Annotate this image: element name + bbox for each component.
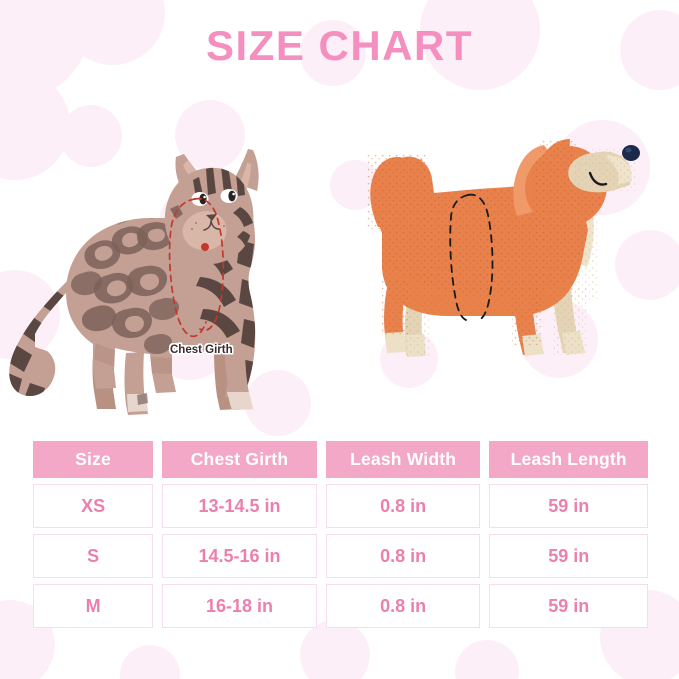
background-dot <box>620 10 679 90</box>
cell-leash-length: 59 in <box>489 584 648 628</box>
table-header-row: Size Chest Girth Leash Width Leash Lengt… <box>33 441 649 478</box>
column-header-leash-length: Leash Length <box>489 441 649 478</box>
cell-leash-width: 0.8 in <box>325 534 481 578</box>
background-dot <box>615 230 679 300</box>
cat-head <box>164 149 259 265</box>
cell-leash-length: 59 in <box>489 534 648 578</box>
cell-size: XS <box>33 484 154 528</box>
cell-chest-girth: 13-14.5 in <box>162 484 317 528</box>
column-header-leash-width: Leash Width <box>325 441 481 478</box>
table-row: XS 13-14.5 in 0.8 in 59 in <box>33 484 648 528</box>
cat-eye-right <box>220 189 238 203</box>
cat-chest-girth-label: Chest Girth <box>170 344 233 356</box>
background-dot <box>245 370 311 436</box>
dog-nose <box>622 145 640 161</box>
background-dot <box>60 105 122 167</box>
cat-chest-girth-line <box>168 197 225 338</box>
cat-front-leg-near <box>224 346 253 410</box>
column-header-size: Size <box>33 441 154 478</box>
cell-leash-width: 0.8 in <box>325 584 481 628</box>
cell-size: S <box>33 534 154 578</box>
illustration-area: Chest Girth <box>0 95 679 425</box>
column-header-chest-girth: Chest Girth <box>162 441 317 478</box>
background-dot <box>455 640 519 679</box>
cat-mouth <box>203 220 220 231</box>
cell-size: M <box>33 584 154 628</box>
cat-eye-left <box>191 192 209 206</box>
cell-chest-girth: 14.5-16 in <box>162 534 317 578</box>
dog-illustration: Chest Girth <box>318 105 678 405</box>
cell-leash-length: 59 in <box>489 484 648 528</box>
cat-illustration: Chest Girth <box>0 95 330 415</box>
cell-leash-width: 0.8 in <box>325 484 481 528</box>
table-row: S 14.5-16 in 0.8 in 59 in <box>33 534 648 578</box>
table-row: M 16-18 in 0.8 in 59 in <box>33 584 648 628</box>
background-dot <box>120 645 180 679</box>
background-dot <box>300 20 366 86</box>
dog-eye-closed <box>588 171 608 186</box>
cat-hind-leg-near <box>124 352 148 415</box>
dog-near-legs <box>382 281 544 356</box>
page-title: SIZE CHART <box>206 22 473 69</box>
cell-chest-girth: 16-18 in <box>162 584 317 628</box>
size-table: Size Chest Girth Leash Width Leash Lengt… <box>33 441 649 628</box>
background-dot <box>300 620 370 679</box>
cat-nose <box>206 214 217 221</box>
dog-chest-girth-line <box>449 193 494 321</box>
dog-head <box>513 139 640 228</box>
